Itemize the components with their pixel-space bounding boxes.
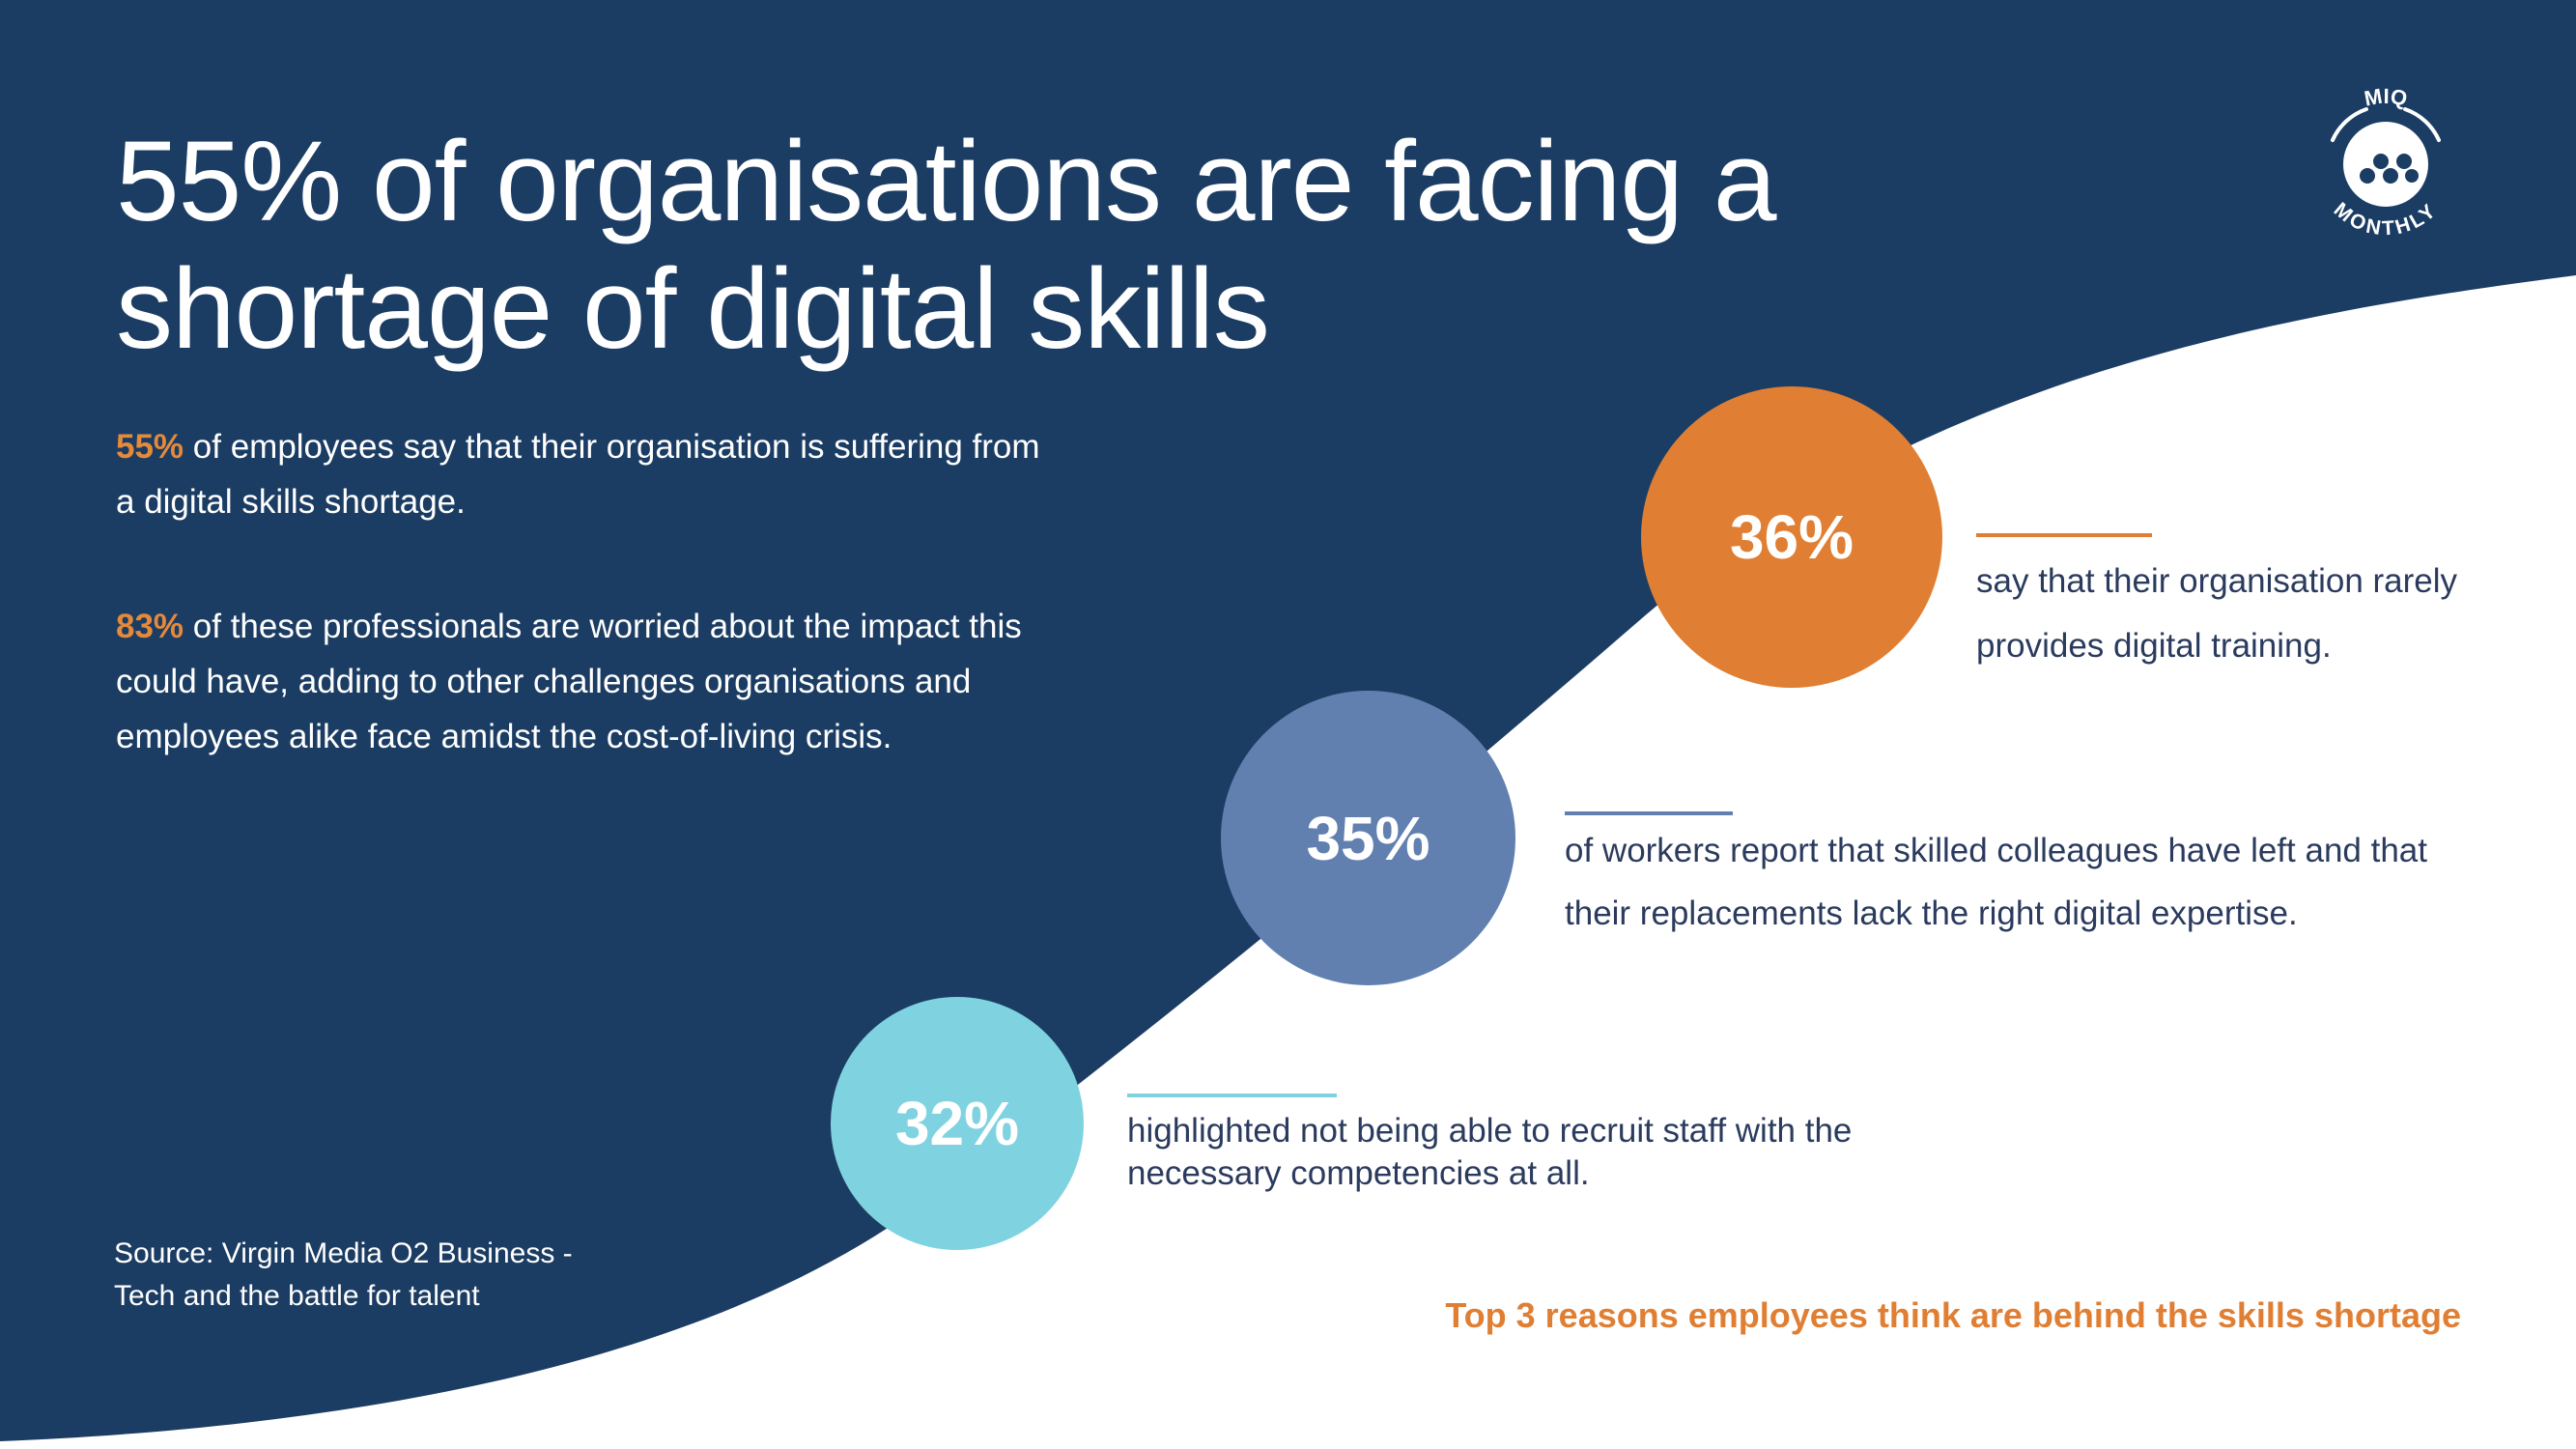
source-note: Source: Virgin Media O2 Business - Tech … xyxy=(114,1233,655,1318)
stat-text-36: say that their organisation rarely provi… xyxy=(1976,562,2458,665)
intro-paragraph-2: 83% of these professionals are worried a… xyxy=(116,599,1043,764)
stat-rule-32 xyxy=(1127,1094,1337,1097)
source-line-1: Source: Virgin Media O2 Business - xyxy=(114,1237,573,1269)
intro-text-1: of employees say that their organisation… xyxy=(116,428,1040,521)
footer-caption: Top 3 reasons employees think are behind… xyxy=(1445,1295,2461,1335)
stat-circle-36: 36% xyxy=(1641,386,1942,688)
svg-text:MIQ: MIQ xyxy=(2363,84,2410,111)
stat-rule-35 xyxy=(1565,811,1733,815)
stat-value-36: 36% xyxy=(1729,502,1854,572)
intro-text-2: of these professionals are worried about… xyxy=(116,608,1022,755)
source-line-2: Tech and the battle for talent xyxy=(114,1280,480,1312)
intro-paragraph-1: 55% of employees say that their organisa… xyxy=(116,419,1043,529)
stat-rule-36 xyxy=(1976,533,2152,537)
stat-circle-35: 35% xyxy=(1221,691,1515,985)
stat-value-35: 35% xyxy=(1306,803,1430,873)
stat-circle-32: 32% xyxy=(831,997,1084,1250)
highlight-55: 55% xyxy=(116,428,184,466)
stat-text-35: of workers report that skilled colleague… xyxy=(1565,832,2427,932)
page-title: 55% of organisations are facing a shorta… xyxy=(116,118,1776,373)
logo-top-text: MIQ xyxy=(2363,84,2410,111)
stat-value-32: 32% xyxy=(894,1089,1020,1158)
stat-text-32: highlighted not being able to recruit st… xyxy=(1127,1112,1853,1192)
miq-dots-icon xyxy=(2360,154,2419,184)
highlight-83: 83% xyxy=(116,608,184,645)
miq-monthly-logo: MIQ MONTHLY xyxy=(2330,84,2441,240)
